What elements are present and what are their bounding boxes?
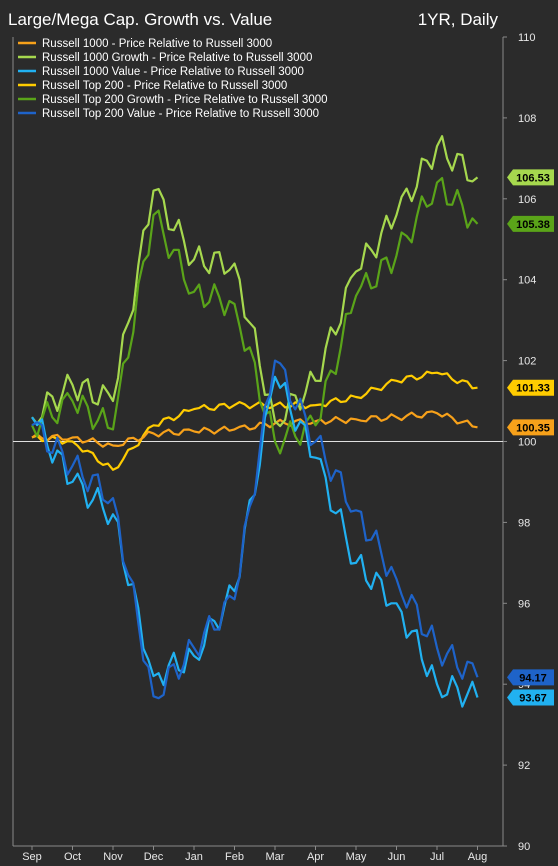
- last-value-badge: [507, 169, 554, 186]
- y-tick-label: 100: [518, 437, 536, 449]
- series-line: [31, 135, 479, 428]
- series-line: [31, 177, 479, 455]
- y-tick-label: 96: [518, 598, 530, 610]
- x-tick-label: Feb: [225, 851, 244, 863]
- last-value-label: 93.67: [507, 689, 554, 706]
- series-layer: [31, 135, 479, 708]
- y-axis: 9092949698100102104106108110: [503, 32, 536, 853]
- series-line: [31, 410, 478, 448]
- x-tick-label: Jun: [388, 851, 406, 863]
- legend-label: Russell 1000 - Price Relative to Russell…: [42, 38, 272, 50]
- x-tick-label: Aug: [468, 851, 488, 863]
- y-tick-label: 108: [518, 113, 536, 125]
- legend-label: Russell Top 200 - Price Relative to Russ…: [42, 80, 287, 92]
- y-tick-label: 104: [518, 275, 536, 287]
- last-value-badge: [507, 379, 554, 396]
- last-value-badge: [507, 419, 554, 436]
- x-tick-label: May: [346, 851, 367, 863]
- last-value-label: 100.35: [507, 419, 554, 436]
- series-line: [31, 359, 479, 700]
- y-tick-label: 102: [518, 356, 536, 368]
- last-value-label: 105.38: [507, 215, 554, 232]
- last-value-label: 101.33: [507, 379, 554, 396]
- x-tick-label: Jul: [430, 851, 444, 863]
- last-value-labels: 100.35 106.53 93.67 101.33 105.38 94.17: [507, 169, 554, 706]
- legend-label: Russell 1000 Value - Price Relative to R…: [42, 66, 304, 78]
- legend-label: Russell 1000 Growth - Price Relative to …: [42, 52, 312, 64]
- y-tick-label: 92: [518, 760, 530, 772]
- x-tick-label: Nov: [103, 851, 123, 863]
- last-value-text: 93.67: [519, 693, 547, 705]
- last-value-label: 106.53: [507, 169, 554, 186]
- last-value-badge: [507, 689, 554, 706]
- x-tick-label: Sep: [22, 851, 42, 863]
- x-tick-label: Dec: [144, 851, 164, 863]
- x-tick-label: Jan: [185, 851, 203, 863]
- last-value-text: 101.33: [516, 383, 550, 395]
- x-tick-label: Mar: [266, 851, 285, 863]
- last-value-text: 105.38: [516, 219, 550, 231]
- x-tick-label: Oct: [64, 851, 81, 863]
- series-line: [31, 370, 478, 471]
- last-value-text: 106.53: [516, 172, 550, 184]
- legend-label: Russell Top 200 Growth - Price Relative …: [42, 94, 328, 106]
- y-tick-label: 98: [518, 517, 530, 529]
- x-tick-label: Apr: [307, 851, 324, 863]
- last-value-text: 94.17: [519, 672, 547, 684]
- x-axis: Sep Oct Nov Dec Jan Feb Mar Apr May Jun Jul Aug: [22, 846, 487, 863]
- y-tick-label: 90: [518, 841, 530, 853]
- legend-label: Russell Top 200 Value - Price Relative t…: [42, 108, 319, 120]
- last-value-text: 100.35: [516, 422, 550, 434]
- legend: Russell 1000 - Price Relative to Russell…: [18, 38, 328, 120]
- last-value-label: 94.17: [507, 669, 554, 686]
- last-value-badge: [507, 669, 554, 686]
- last-value-badge: [507, 215, 554, 232]
- y-tick-label: 110: [518, 32, 536, 44]
- period-label: 1YR, Daily: [418, 10, 499, 29]
- chart-title: Large/Mega Cap. Growth vs. Value: [8, 10, 272, 29]
- y-tick-label: 106: [518, 194, 536, 206]
